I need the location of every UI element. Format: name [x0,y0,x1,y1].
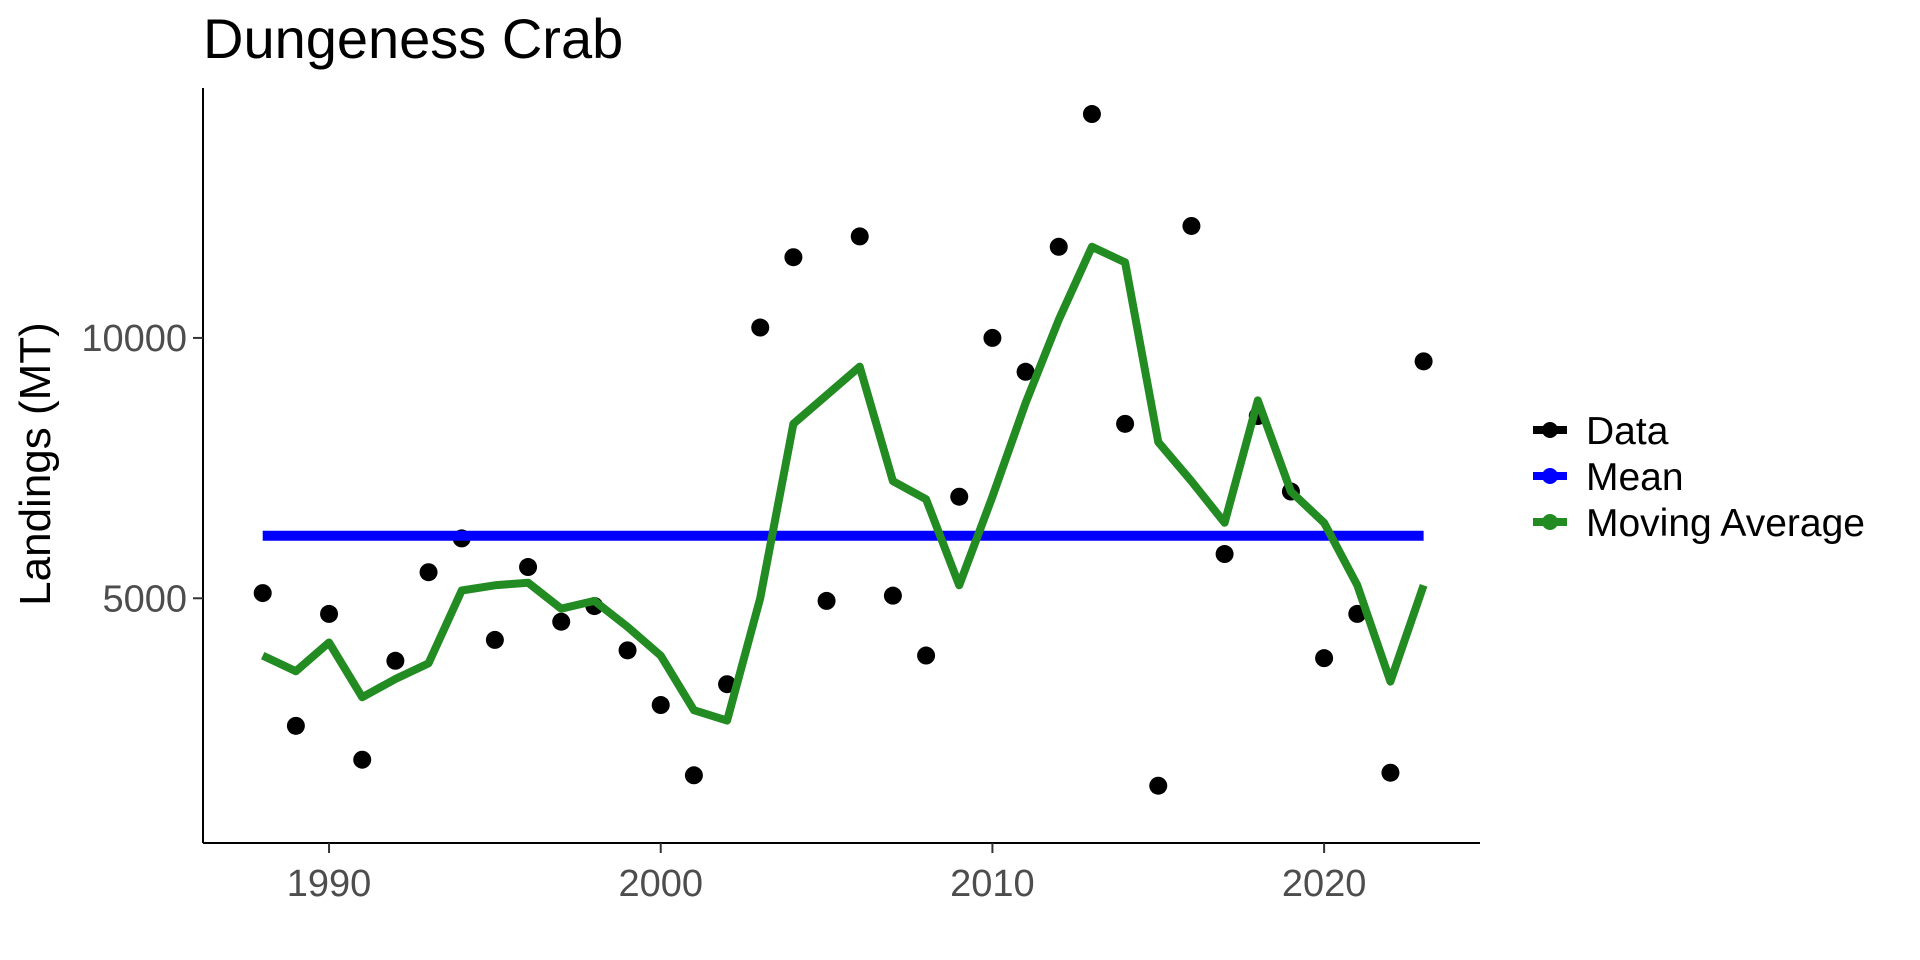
plot-area [253,105,1433,795]
data-point [651,696,670,715]
data-point [1215,545,1234,564]
data-point [1315,649,1334,668]
legend-swatch-dot [1542,422,1558,438]
data-point [485,630,504,649]
data-point [817,591,836,610]
y-axis: 5000 10000 [81,88,204,843]
data-point [883,586,902,605]
x-tick-label: 2020 [1282,863,1367,905]
data-point [1049,237,1068,256]
data-point [1182,216,1201,235]
data-point [684,766,703,785]
moving-average-line [260,242,1428,725]
x-axis: 1990 2000 2010 2020 [203,842,1480,905]
data-point [784,248,803,267]
legend-key-data [1533,422,1567,438]
x-tick-label: 1990 [287,863,372,905]
data-point [519,558,538,577]
legend-key-mean [1533,468,1567,484]
y-tick-label: 5000 [102,578,187,620]
data-point [552,612,571,631]
data-point [718,675,737,694]
x-tick-label: 2010 [950,863,1035,905]
data-point [618,641,637,660]
data-point [1414,352,1433,371]
y-tick-label: 10000 [81,318,187,360]
data-point [353,750,372,769]
data-point [253,584,272,603]
data-point [1116,414,1135,433]
data-point [983,328,1002,347]
data-point [1381,763,1400,782]
data-point [386,651,405,670]
data-point [1082,105,1101,124]
data-point [950,487,969,506]
x-tick-label: 2000 [618,863,703,905]
y-axis-title: Landings (MT) [11,322,60,606]
data-point [320,604,339,623]
data-point [850,227,869,246]
chart-title: Dungeness Crab [203,7,623,70]
data-point [1149,776,1168,795]
data-point [286,716,305,735]
legend-key-moving-average [1533,514,1567,530]
legend-label-data: Data [1586,410,1669,453]
data-point [917,646,936,665]
legend-swatch-dot [1542,514,1558,530]
data-point [1016,362,1035,381]
legend-label-moving-average: Moving Average [1586,502,1865,545]
data-point [751,318,770,337]
data-point [419,563,438,582]
legend-label-mean: Mean [1586,456,1684,499]
legend-swatch-dot [1542,468,1558,484]
